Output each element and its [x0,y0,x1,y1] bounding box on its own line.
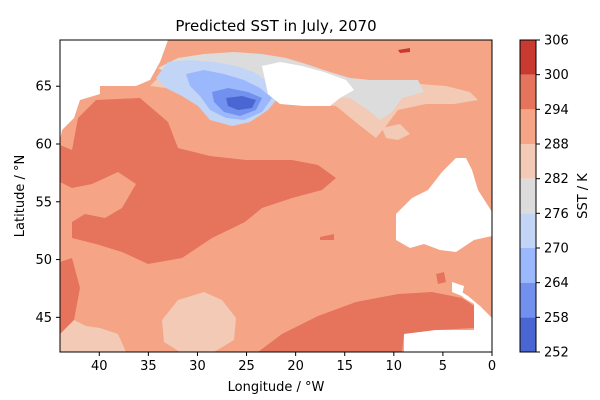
colorbar-swatch [520,178,536,214]
y-axis-label: Latitude / °N [13,155,28,237]
colorbar-tick-label: 276 [544,207,569,222]
land-europe [396,158,492,252]
contour-region-294-300 [60,258,80,336]
colorbar-tick-label: 282 [544,172,569,187]
y-tick-label: 55 [35,195,52,210]
colorbar-tick-label: 270 [544,242,569,257]
colorbar-frame [519,39,537,353]
contour-region-294-300 [258,292,474,352]
y-tick-label: 45 [35,311,52,326]
colorbar-swatch [520,74,536,110]
contour-region-294-300 [436,272,446,284]
y-axis: 45 50 55 60 65 [35,80,60,326]
plot-frame [59,39,493,353]
contour-region-282-288 [60,320,126,352]
colorbar-swatch [520,109,536,144]
colorbar-swatch [520,40,536,75]
x-axis-label: Longitude / °W [228,380,325,395]
contour-region-282-288 [162,292,236,352]
chart-title: Predicted SST in July, 2070 [175,17,376,35]
land-greenland [60,40,168,140]
x-axis: 40 35 30 25 20 15 10 5 0 [91,352,496,374]
colorbar-tick-label: 306 [544,34,569,49]
colorbar-tick-label: 264 [544,276,569,291]
x-tick-label: 20 [287,359,304,374]
plot-area [59,39,493,353]
colorbar-swatch [520,144,536,179]
x-tick-label: 5 [439,359,447,374]
land-iceland [262,62,354,106]
y-tick-label: 50 [35,253,52,268]
colorbar-swatch [520,248,536,283]
contour-region-300-306 [398,48,410,53]
y-tick-label: 65 [35,80,52,95]
contour-region-252-258 [226,96,256,110]
x-tick-label: 25 [238,359,255,374]
colorbar-tick-label: 258 [544,311,569,326]
land-europe [404,330,474,352]
colorbar: 252 258 264 270 276 282 288 294 300 306 [519,34,569,361]
x-tick-label: 0 [488,359,496,374]
x-tick-label: 10 [386,359,403,374]
x-tick-label: 15 [336,359,353,374]
colorbar-swatch [520,317,536,352]
colorbar-tick-label: 294 [544,103,569,118]
contour-region-294-300 [320,234,334,240]
colorbar-swatch [520,282,536,318]
contour-region-294-300 [60,98,336,264]
land-europe [452,282,464,296]
x-tick-label: 30 [189,359,206,374]
colorbar-label: SST / K [576,173,591,219]
colorbar-tick-label: 288 [544,138,569,153]
land-europe [438,286,492,352]
contour-region-294-300 [118,118,126,128]
colorbar-tick-label: 252 [544,346,569,361]
contour-region-282-288 [382,124,410,140]
x-tick-label: 40 [91,359,108,374]
colorbar-swatch [520,213,536,248]
y-tick-label: 60 [35,138,52,153]
colorbar-tick-label: 300 [544,68,569,83]
contour-fill [60,40,492,352]
x-tick-label: 35 [140,359,157,374]
